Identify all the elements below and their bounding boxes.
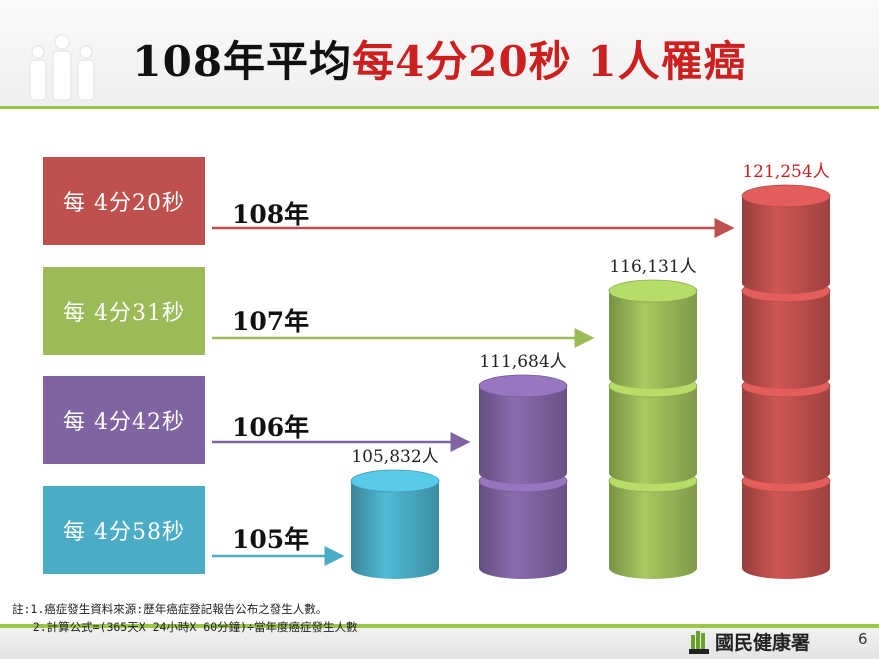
page-number: 6 xyxy=(858,630,868,648)
year-label-108: 108年 xyxy=(232,200,310,229)
footer-stripe xyxy=(0,624,879,628)
value-label-108年: 121,254人 xyxy=(742,162,829,182)
cylinder-segment xyxy=(609,291,697,389)
cylinder-segment xyxy=(609,386,697,484)
header-divider xyxy=(0,106,879,109)
cylinder-top xyxy=(350,469,440,493)
cylinder-segment xyxy=(742,481,830,579)
org-logo: 國民健康署 xyxy=(689,626,810,656)
cylinder-segment xyxy=(742,196,830,294)
cylinder-segment xyxy=(351,481,439,579)
cylinder-top xyxy=(741,184,831,208)
footnotes: 註:1.癌症發生資料來源:歷年癌症登記報告公布之發生人數。 2.計算公式=(36… xyxy=(12,600,357,636)
title-highlight: 每4分20秒 1人罹癌 xyxy=(352,37,747,86)
value-label-106年: 111,684人 xyxy=(479,352,566,372)
cylinder-bar-106年 xyxy=(478,374,568,579)
year-label-107: 107年 xyxy=(232,307,310,336)
header-band xyxy=(0,0,879,108)
title-prefix: 108年平均 xyxy=(132,37,353,86)
cylinder-bar-107年 xyxy=(608,279,698,579)
rate-box-105: 每 4分58秒 xyxy=(43,486,205,574)
hand-logo-icon xyxy=(689,631,709,654)
org-name: 國民健康署 xyxy=(715,631,811,654)
page-title: 108年平均每4分20秒 1人罹癌 xyxy=(0,28,879,89)
cylinder-bar-108年 xyxy=(741,184,831,579)
people-logo-icon xyxy=(29,34,95,101)
year-label-106: 106年 xyxy=(232,413,310,442)
cylinder-segment xyxy=(479,386,567,484)
value-label-105年: 105,832人 xyxy=(351,447,438,467)
rate-box-107: 每 4分31秒 xyxy=(43,267,205,355)
year-label-105: 105年 xyxy=(232,525,310,554)
cylinder-segment xyxy=(609,481,697,579)
footnote-2: 2.計算公式=(365天X 24小時X 60分鐘)÷當年度癌症發生人數 xyxy=(12,620,358,634)
cylinder-top xyxy=(478,374,568,398)
cylinder-segment xyxy=(479,481,567,579)
rate-box-108: 每 4分20秒 xyxy=(43,157,205,245)
cylinder-bar-105年 xyxy=(350,469,440,579)
value-label-107年: 116,131人 xyxy=(609,257,696,277)
cylinder-segment xyxy=(742,291,830,389)
footnote-1: 註:1.癌症發生資料來源:歷年癌症登記報告公布之發生人數。 xyxy=(12,602,328,616)
cylinder-segment xyxy=(742,386,830,484)
footer-band xyxy=(0,624,879,659)
cylinder-top xyxy=(608,279,698,303)
rate-box-106: 每 4分42秒 xyxy=(43,376,205,464)
